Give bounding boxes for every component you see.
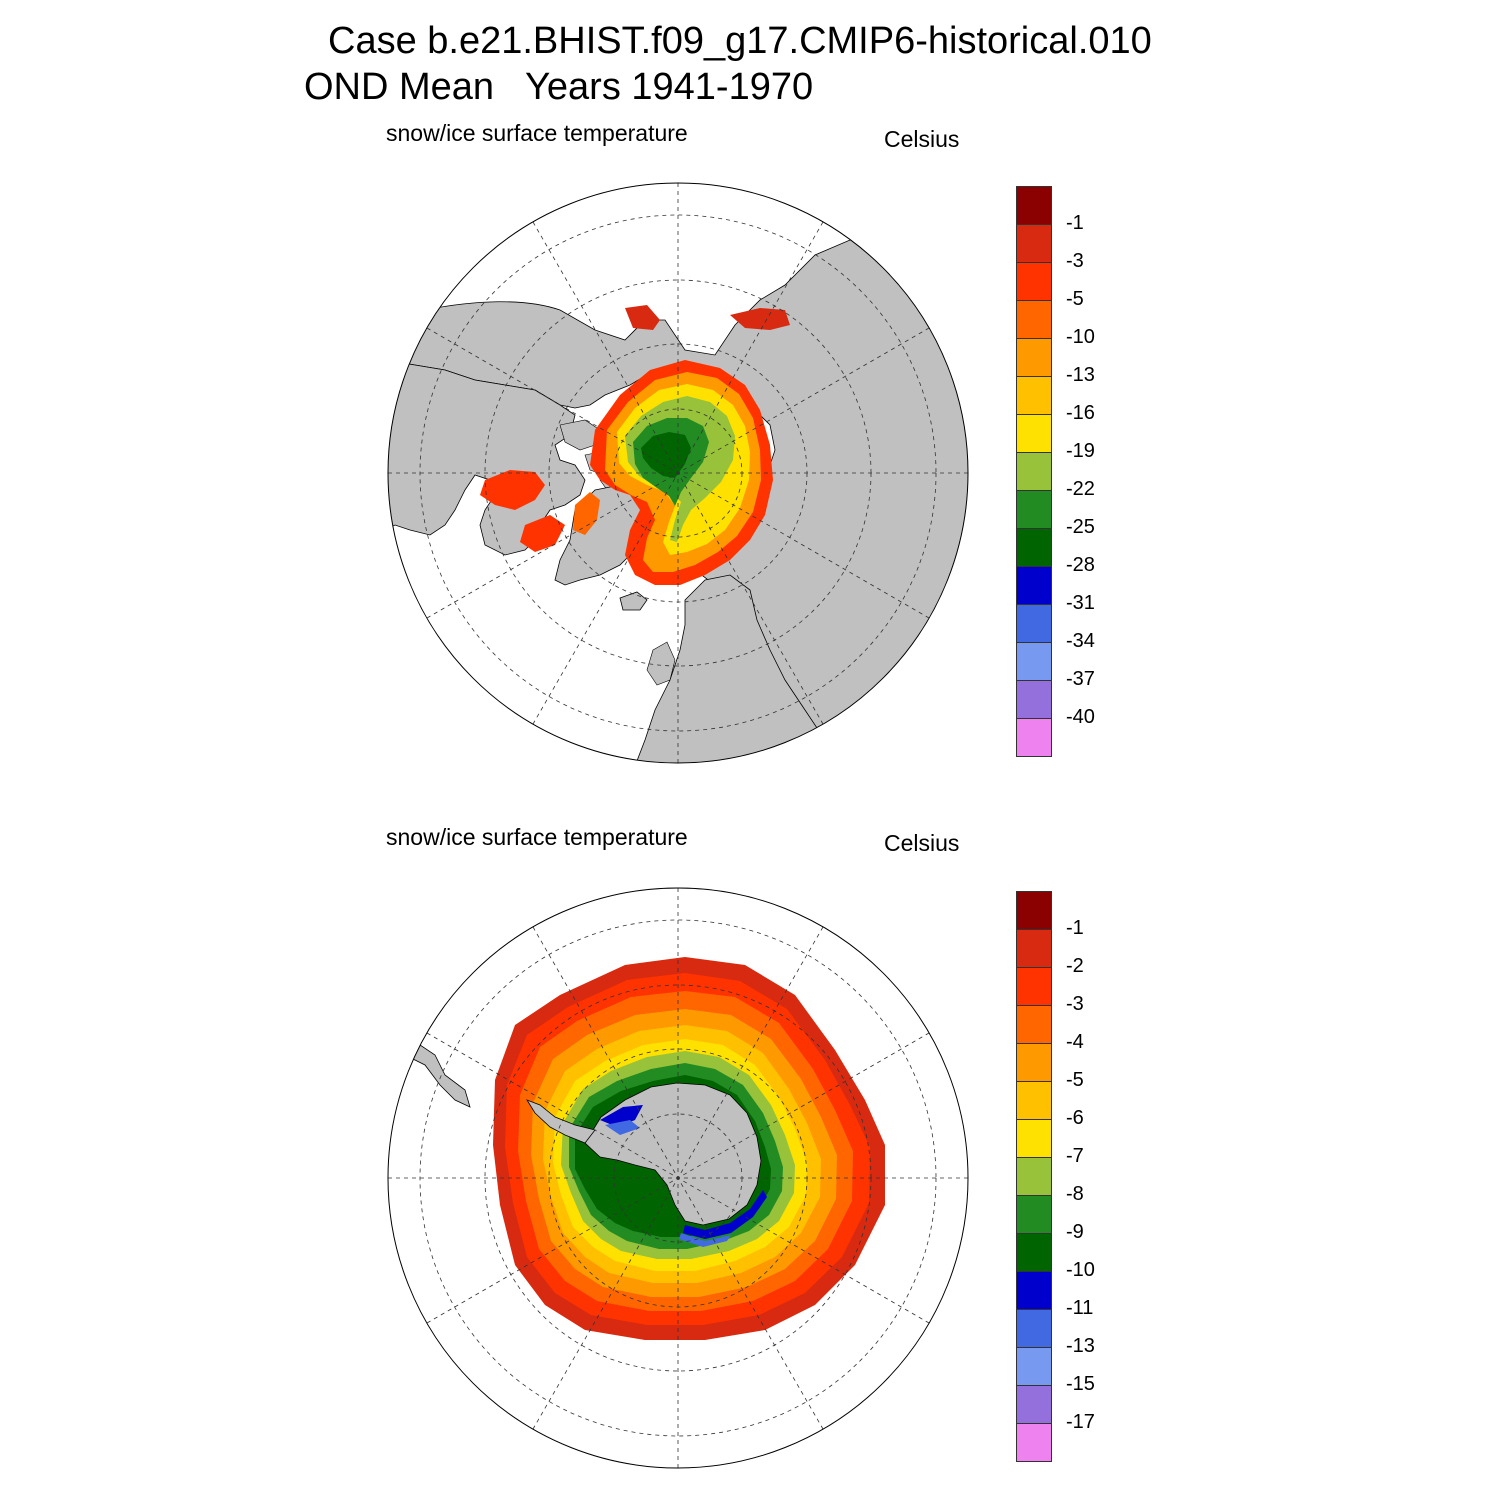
north-colorbar-swatch xyxy=(1016,680,1052,719)
south-graticule xyxy=(388,888,968,1468)
south-colorbar-swatch xyxy=(1016,1271,1052,1310)
north-graticule xyxy=(388,183,968,763)
south-colorbar-label: -6 xyxy=(1066,1107,1084,1129)
north-colorbar-label: -3 xyxy=(1066,250,1084,272)
north-colorbar-label: -1 xyxy=(1066,212,1084,234)
ross-ice-light xyxy=(679,1233,731,1247)
bering-okhotsk-ice xyxy=(625,305,790,330)
north-colorbar-label: -31 xyxy=(1066,592,1095,614)
north-colorbar-label: -5 xyxy=(1066,288,1084,310)
south-colorbar-label: -10 xyxy=(1066,1259,1095,1281)
north-colorbar-label: -19 xyxy=(1066,440,1095,462)
north-colorbar-swatch xyxy=(1016,642,1052,681)
figure-title-line2: OND Mean Years 1941-1970 xyxy=(304,66,814,108)
south-colorbar-label: -7 xyxy=(1066,1145,1084,1167)
south-colorbar-swatch xyxy=(1016,1385,1052,1424)
south-map-boundary xyxy=(387,887,969,1469)
ross-cold-ice xyxy=(683,1190,767,1239)
south-colorbar-swatch xyxy=(1016,1005,1052,1044)
north-colorbar-swatch xyxy=(1016,718,1052,757)
south-colorbar-label: -1 xyxy=(1066,917,1084,939)
north-colorbar-label: -13 xyxy=(1066,364,1095,386)
north-colorbar-swatch xyxy=(1016,186,1052,225)
south-colorbar-label: -5 xyxy=(1066,1069,1084,1091)
north-colorbar-swatch xyxy=(1016,300,1052,339)
north-colorbar-swatch xyxy=(1016,604,1052,643)
south-colorbar-label: -13 xyxy=(1066,1335,1095,1357)
north-colorbar-label: -25 xyxy=(1066,516,1095,538)
south-panel-variable-label: snow/ice surface temperature xyxy=(386,824,688,850)
south-colorbar-swatch xyxy=(1016,1195,1052,1234)
south-colorbar-label: -17 xyxy=(1066,1411,1095,1433)
south-colorbar-swatch xyxy=(1016,1309,1052,1348)
north-colorbar-swatch xyxy=(1016,452,1052,491)
south-colorbar-label: -3 xyxy=(1066,993,1084,1015)
south-colorbar-label: -15 xyxy=(1066,1373,1095,1395)
baffin-ice xyxy=(573,492,600,535)
north-colorbar-swatch xyxy=(1016,338,1052,377)
north-colorbar-swatch xyxy=(1016,376,1052,415)
south-colorbar-swatch xyxy=(1016,1043,1052,1082)
south-colorbar-swatch xyxy=(1016,1081,1052,1120)
hudson-ice xyxy=(480,470,565,552)
north-panel-units-label: Celsius xyxy=(884,126,960,152)
south-colorbar-swatch xyxy=(1016,967,1052,1006)
south-colorbar-swatch xyxy=(1016,1347,1052,1386)
north-map-boundary xyxy=(387,182,969,764)
north-colorbar-swatch xyxy=(1016,414,1052,453)
north-colorbar-label: -34 xyxy=(1066,630,1095,652)
north-polar-map xyxy=(387,182,969,764)
figure-title-line1: Case b.e21.BHIST.f09_g17.CMIP6-historica… xyxy=(328,20,1152,62)
north-colorbar-label: -22 xyxy=(1066,478,1095,500)
north-panel-variable-label: snow/ice surface temperature xyxy=(386,120,688,146)
south-colorbar-swatch xyxy=(1016,1119,1052,1158)
south-colorbar-swatch xyxy=(1016,891,1052,930)
south-colorbar-label: -9 xyxy=(1066,1221,1084,1243)
sea-ice-band-darkgreen xyxy=(641,432,691,478)
north-colorbar-swatch xyxy=(1016,528,1052,567)
north-colorbar-label: -40 xyxy=(1066,706,1095,728)
south-colorbar-label: -2 xyxy=(1066,955,1084,977)
weddell-ice-shelf xyxy=(605,1120,640,1135)
north-colorbar-label: -16 xyxy=(1066,402,1095,424)
south-polar-map xyxy=(387,887,969,1469)
south-panel-units-label: Celsius xyxy=(884,830,960,856)
south-colorbar-swatch xyxy=(1016,929,1052,968)
south-colorbar-swatch xyxy=(1016,1423,1052,1462)
north-colorbar-label: -10 xyxy=(1066,326,1095,348)
north-colorbar-label: -28 xyxy=(1066,554,1095,576)
british-isles xyxy=(646,641,676,686)
north-colorbar-swatch xyxy=(1016,490,1052,529)
north-colorbar-label: -37 xyxy=(1066,668,1095,690)
weddell-cold-ice xyxy=(600,1105,643,1127)
south-colorbar-label: -4 xyxy=(1066,1031,1084,1053)
antarctic-peninsula xyxy=(526,1099,596,1144)
south-colorbar-swatch xyxy=(1016,1233,1052,1272)
south-colorbar-label: -8 xyxy=(1066,1183,1084,1205)
north-colorbar-swatch xyxy=(1016,224,1052,263)
north-colorbar-swatch xyxy=(1016,566,1052,605)
north-colorbar-swatch xyxy=(1016,262,1052,301)
south-colorbar-swatch xyxy=(1016,1157,1052,1196)
south-colorbar-label: -11 xyxy=(1066,1297,1094,1319)
